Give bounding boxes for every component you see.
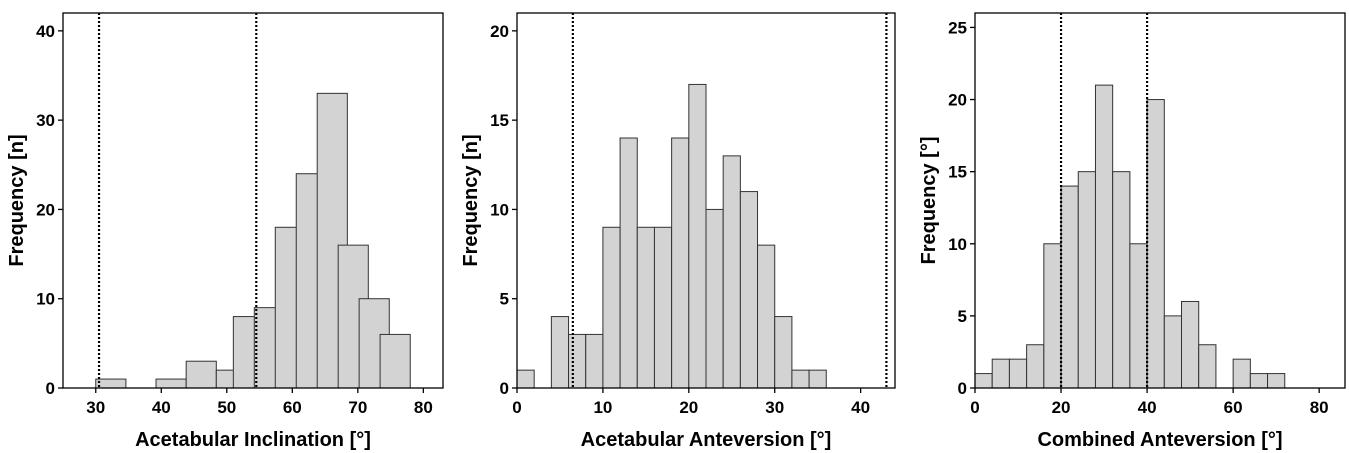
chart-panel-3: 0 20 40 60 80 0 5 10 15 20 25 Combined Anteversion …	[918, 12, 1346, 451]
histogram-bar	[1267, 373, 1286, 389]
histogram-bar	[619, 137, 638, 389]
y-tick-label: 20	[948, 91, 967, 110]
histogram-bar	[155, 378, 187, 389]
x-tick-label: 20	[1052, 398, 1071, 417]
histogram-bar	[1249, 373, 1269, 389]
histogram-bar	[185, 360, 217, 389]
histogram-bar	[602, 226, 621, 389]
histogram-bar	[1232, 358, 1251, 389]
y-tick-label: 10	[490, 200, 509, 219]
y-tick-label: 5	[958, 307, 967, 326]
y-tick-label: 15	[948, 163, 967, 182]
histogram-bar	[550, 316, 570, 389]
x-tick-label: 60	[283, 398, 302, 417]
y-tick-label: 10	[948, 235, 967, 254]
x-tick-label: 0	[512, 398, 521, 417]
plot-frame	[62, 12, 444, 389]
plot-frame	[974, 12, 1346, 389]
histogram-bar	[1043, 243, 1062, 389]
y-tick-label: 0	[958, 379, 967, 398]
histogram-bar	[1008, 358, 1028, 389]
x-axis-label: Combined Anteversion [°]	[1037, 429, 1282, 451]
y-tick-label: 15	[490, 111, 509, 130]
chart-panel-1: 30 40 50 60 70 80 0 10 20 30 40 Acetabular Inclinat…	[6, 12, 444, 451]
plot-frame	[516, 12, 896, 389]
x-tick-label: 40	[851, 398, 870, 417]
histogram-bar	[1129, 243, 1148, 389]
y-tick-label: 25	[948, 18, 967, 37]
histogram-bar	[1163, 315, 1183, 389]
histogram-bar	[516, 369, 535, 389]
y-axis-label: Frequency [°]	[918, 136, 940, 264]
histogram-bar	[688, 83, 707, 389]
histogram-bar	[757, 244, 776, 389]
histogram-bar	[1146, 99, 1165, 389]
histogram-bar	[722, 155, 741, 389]
histogram-bar	[653, 226, 673, 389]
histogram-bar	[568, 333, 587, 389]
y-tick-label: 30	[36, 111, 55, 130]
histogram-bar	[1094, 84, 1114, 389]
histogram-bar	[739, 191, 759, 389]
y-axis-label: Frequency [n]	[460, 134, 482, 266]
x-tick-label: 60	[1224, 398, 1243, 417]
x-tick-label: 30	[86, 398, 105, 417]
x-tick-label: 80	[1310, 398, 1329, 417]
x-axis-label: Acetabular Anteversion [°]	[581, 429, 832, 451]
histogram-bar	[671, 137, 690, 389]
x-tick-label: 70	[348, 398, 367, 417]
y-tick-label: 0	[46, 379, 55, 398]
y-axis-label: Frequency [n]	[6, 134, 28, 266]
y-tick-label: 0	[500, 379, 509, 398]
x-tick-label: 40	[152, 398, 171, 417]
histogram-bar	[1077, 171, 1096, 389]
x-tick-label: 10	[593, 398, 612, 417]
x-axis-label: Acetabular Inclination [°]	[135, 429, 371, 451]
histogram-bar	[1198, 344, 1217, 389]
x-tick-label: 40	[1138, 398, 1157, 417]
x-tick-label: 0	[970, 398, 979, 417]
y-tick-label: 10	[36, 290, 55, 309]
histogram-bar	[379, 333, 411, 389]
histogram-bar	[705, 208, 724, 389]
histogram-bar	[808, 369, 827, 389]
histogram-bar	[1112, 171, 1131, 389]
histogram-bar	[1181, 300, 1200, 389]
y-tick-label: 40	[36, 22, 55, 41]
y-tick-label: 20	[36, 200, 55, 219]
histogram-bar	[991, 358, 1010, 389]
x-tick-label: 20	[679, 398, 698, 417]
histogram-bar	[974, 373, 993, 389]
histogram-bar	[1026, 344, 1045, 389]
x-tick-label: 30	[765, 398, 784, 417]
histogram-bar	[95, 378, 127, 389]
x-tick-label: 80	[414, 398, 433, 417]
chart-panel-2: 0 10 20 30 40 0 5 10 15 20 Acetabular Anteversion …	[460, 12, 896, 451]
y-tick-label: 5	[500, 290, 509, 309]
histogram-bar	[585, 333, 604, 389]
histogram-bar	[774, 316, 793, 389]
histogram-bar	[636, 226, 655, 389]
histogram-bar	[791, 369, 810, 389]
histogram-bar	[1060, 185, 1079, 389]
y-tick-label: 20	[490, 22, 509, 41]
x-tick-label: 50	[217, 398, 236, 417]
